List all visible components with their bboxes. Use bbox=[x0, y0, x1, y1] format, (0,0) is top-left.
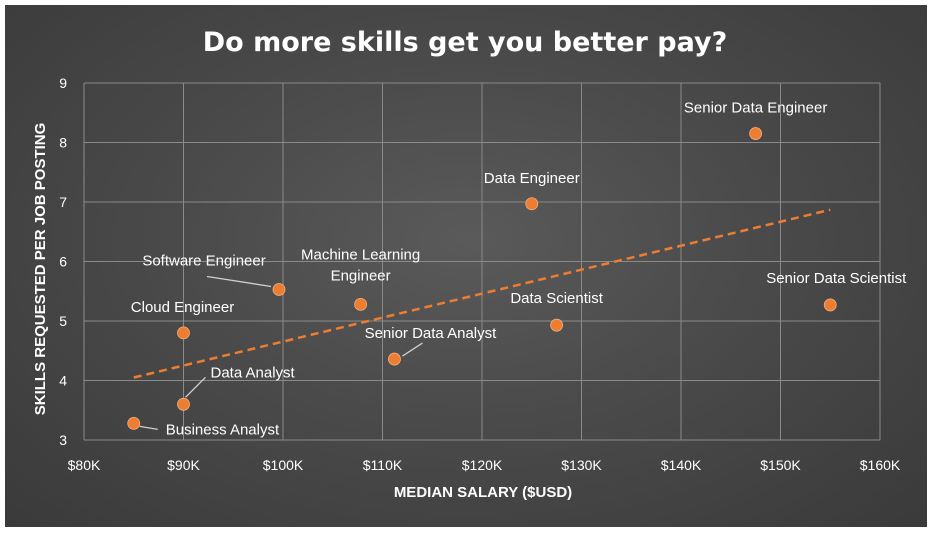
data-point bbox=[354, 297, 368, 311]
scatter-chart: Do more skills get you better pay? $80K $… bbox=[32, 27, 907, 501]
y-axis-label: SKILLS REQUESTED PER JOB POSTING bbox=[32, 123, 49, 416]
data-point bbox=[525, 197, 539, 211]
x-tick-label: $160K bbox=[860, 457, 901, 473]
chart-title: Do more skills get you better pay? bbox=[203, 27, 728, 58]
trendline bbox=[133, 208, 831, 379]
data-point bbox=[272, 283, 286, 296]
data-label: Cloud Engineer bbox=[131, 299, 234, 316]
data-label: Senior Data Scientist bbox=[766, 270, 907, 287]
label-leader-line bbox=[139, 425, 158, 430]
y-tick-label: 4 bbox=[59, 373, 67, 389]
x-tick-label: $140K bbox=[661, 457, 702, 473]
y-tick-label: 5 bbox=[59, 313, 67, 329]
data-point bbox=[177, 326, 190, 340]
label-leader-lines bbox=[139, 275, 423, 430]
data-label: Machine Learning Engineer bbox=[301, 246, 420, 284]
label-leader-line bbox=[206, 275, 272, 288]
chart-area: Do more skills get you better pay? $80K $… bbox=[5, 5, 927, 527]
y-tick-label: 3 bbox=[59, 432, 67, 448]
x-tick-label: $80K bbox=[68, 457, 101, 473]
x-tick-label: $90K bbox=[167, 457, 200, 473]
x-axis-label: MEDIAN SALARY ($USD) bbox=[394, 484, 572, 501]
x-axis-ticks: $80K $90K $100K $110K $120K $130K $140K $150K $1… bbox=[68, 457, 901, 473]
data-label: Software Engineer bbox=[142, 252, 265, 269]
data-label: Senior Data Analyst bbox=[365, 325, 498, 342]
x-tick-label: $120K bbox=[462, 457, 503, 473]
data-point bbox=[550, 318, 564, 332]
data-label: Data Scientist bbox=[510, 290, 603, 307]
y-tick-label: 9 bbox=[59, 75, 67, 91]
x-tick-label: $150K bbox=[760, 457, 801, 473]
x-tick-label: $110K bbox=[363, 457, 403, 473]
label-leader-line bbox=[185, 376, 206, 398]
x-tick-label: $100K bbox=[263, 457, 304, 473]
y-tick-label: 6 bbox=[59, 254, 67, 270]
x-tick-label: $130K bbox=[561, 457, 602, 473]
data-label: Data Analyst bbox=[211, 364, 296, 381]
data-point bbox=[823, 298, 837, 312]
data-point bbox=[388, 352, 401, 366]
data-point bbox=[749, 127, 763, 140]
label-leader-line bbox=[402, 342, 423, 357]
data-label: Business Analyst bbox=[166, 421, 280, 438]
data-label: Data Engineer bbox=[484, 170, 580, 187]
y-tick-label: 8 bbox=[59, 135, 67, 151]
data-point bbox=[127, 416, 141, 430]
y-axis-ticks: 3 4 5 6 7 8 9 bbox=[59, 75, 67, 448]
data-point bbox=[177, 397, 190, 411]
data-label: Senior Data Engineer bbox=[684, 100, 827, 117]
y-tick-label: 7 bbox=[59, 194, 67, 210]
data-labels: Business Analyst Data Analyst Cloud Engine… bbox=[131, 100, 907, 439]
gridlines bbox=[83, 82, 881, 441]
data-points bbox=[127, 127, 837, 430]
